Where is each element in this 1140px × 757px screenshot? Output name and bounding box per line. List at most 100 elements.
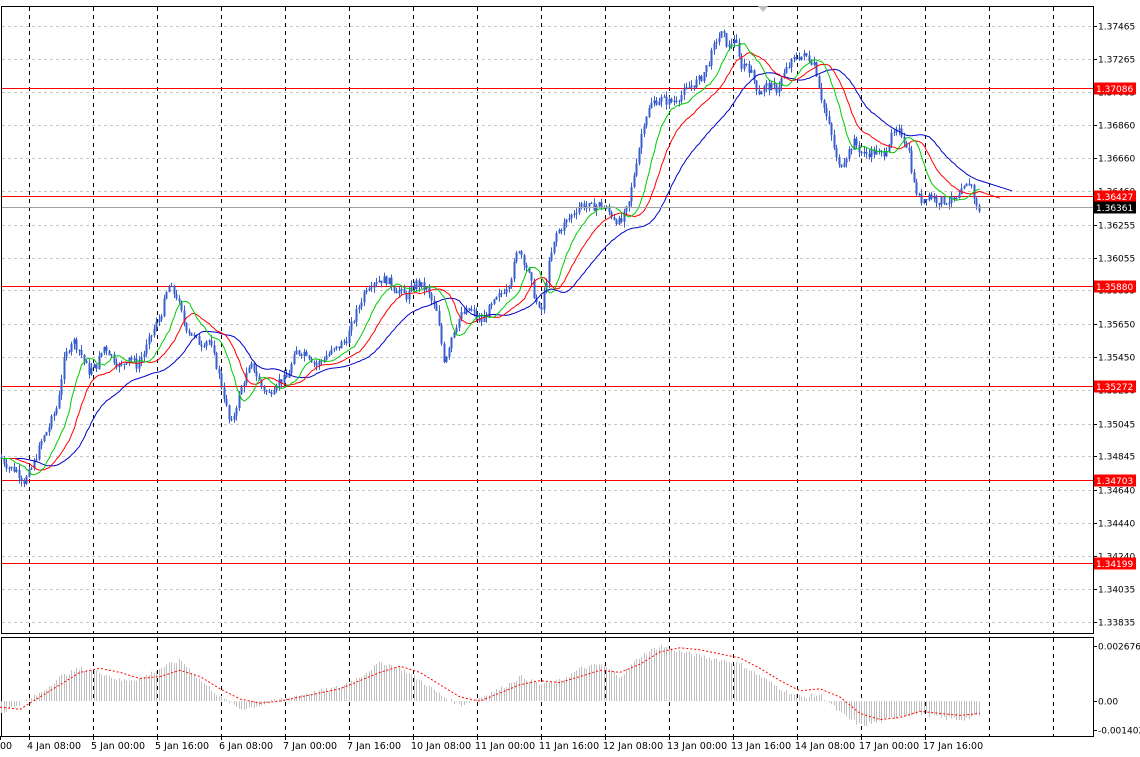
candle-body	[18, 469, 21, 478]
candle-body	[408, 290, 411, 300]
candle-body	[93, 364, 96, 368]
candle-body	[325, 355, 328, 360]
candle-body	[365, 290, 368, 293]
candle-body	[620, 218, 623, 222]
candle-body	[910, 150, 913, 173]
candle-body	[575, 212, 578, 215]
candle-body	[580, 203, 583, 207]
candle-body	[550, 252, 553, 261]
oscillator-signal-line	[0, 647, 981, 721]
current-price-box	[1094, 201, 1136, 214]
candle-body	[663, 96, 666, 98]
candle-body	[210, 340, 213, 346]
candle-body	[685, 87, 688, 89]
candle-body	[783, 72, 786, 79]
price-tick-label: 1.34640	[1098, 487, 1135, 497]
horizontal-grid	[2, 26, 1093, 623]
candle-body	[930, 194, 933, 199]
candle-body	[785, 66, 788, 73]
candle-body	[345, 341, 348, 344]
candle-body	[350, 321, 353, 331]
time-tick-label: 17 Jan 16:00	[923, 741, 983, 752]
price-tick-label: 1.36860	[1098, 122, 1135, 132]
candle-body	[865, 151, 868, 154]
candle-body	[20, 477, 23, 481]
candle-body	[650, 103, 653, 109]
candle-body	[675, 100, 678, 102]
candle-body	[855, 138, 858, 146]
candle-body	[605, 207, 608, 209]
candle-body	[358, 306, 361, 309]
candle-body	[455, 327, 458, 333]
level-label-text: 1.37086	[1096, 85, 1133, 95]
candle-body	[735, 39, 738, 43]
candle-body	[63, 357, 66, 380]
candle-body	[543, 291, 546, 310]
candle-body	[790, 59, 793, 68]
candle-body	[843, 163, 846, 167]
candle-body	[610, 212, 613, 218]
candle-body	[248, 367, 251, 373]
candle-body	[720, 31, 723, 38]
candle-body	[148, 336, 151, 345]
candle-body	[800, 56, 803, 60]
candle-body	[108, 350, 111, 356]
candle-body	[363, 292, 366, 303]
time-tick-label: 12 Jan 08:00	[603, 741, 663, 752]
candle-body	[353, 321, 356, 323]
candle-body	[220, 373, 223, 388]
price-tick-label: 1.34440	[1098, 520, 1135, 530]
candle-body	[198, 336, 201, 345]
candle-body	[13, 466, 16, 472]
candle-body	[630, 186, 633, 202]
candle-body	[80, 350, 83, 355]
candle-body	[653, 100, 656, 104]
candle-body	[203, 345, 206, 347]
candle-body	[468, 308, 471, 311]
candle-body	[110, 354, 113, 356]
candle-body	[103, 346, 106, 353]
candle-body	[500, 293, 503, 295]
candle-body	[813, 62, 816, 65]
candle-body	[188, 330, 191, 333]
candle-body	[388, 277, 391, 285]
level-label-text: 1.34703	[1096, 477, 1133, 487]
candle-body	[638, 148, 641, 164]
candle-body	[3, 458, 6, 464]
candle-body	[303, 351, 306, 357]
candle-body	[678, 101, 681, 103]
candle-body	[473, 309, 476, 312]
candle-body	[163, 298, 166, 317]
candle-body	[793, 57, 796, 60]
candle-body	[598, 202, 601, 206]
time-tick-label: 5 Jan 00:00	[91, 741, 145, 752]
candle-body	[270, 392, 273, 395]
candle-body	[138, 361, 141, 369]
candle-body	[503, 293, 506, 295]
candle-body	[393, 287, 396, 291]
candle-body	[920, 193, 923, 204]
candle-body	[233, 415, 236, 420]
candle-body	[845, 158, 848, 164]
support-resistance-levels[interactable]	[2, 88, 1093, 564]
candle-body	[850, 149, 853, 151]
candle-body	[713, 43, 716, 50]
candle-body	[95, 364, 98, 369]
chart-shift-marker[interactable]	[758, 6, 768, 12]
candle-body	[230, 419, 233, 421]
candle-body	[235, 408, 238, 416]
candle-body	[123, 363, 126, 365]
candle-body	[268, 391, 271, 393]
candle-body	[165, 292, 168, 299]
candle-body	[218, 368, 221, 374]
candle-body	[538, 302, 541, 308]
candle-body	[298, 350, 301, 355]
candle-body	[383, 276, 386, 284]
candle-body	[863, 151, 866, 154]
candle-body	[950, 196, 953, 203]
candle-body	[180, 301, 183, 311]
candle-body	[518, 251, 521, 253]
candle-body	[943, 196, 946, 204]
candle-body	[460, 312, 463, 319]
